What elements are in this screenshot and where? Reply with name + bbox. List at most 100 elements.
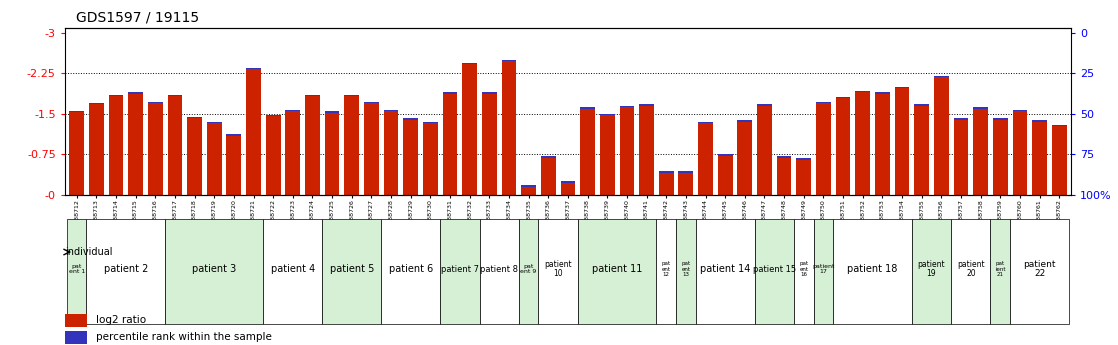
Bar [816, 102, 831, 195]
Bar [482, 92, 496, 195]
Bar [480, 219, 519, 324]
Bar [915, 104, 929, 106]
Bar [305, 95, 320, 96]
Bar [639, 104, 654, 195]
Bar [246, 68, 260, 195]
Bar [993, 118, 1007, 195]
Bar [738, 120, 752, 195]
Text: GDS1597 / 19115: GDS1597 / 19115 [76, 10, 199, 24]
Text: patient 15: patient 15 [752, 265, 796, 274]
Text: patient
19: patient 19 [918, 260, 946, 278]
Bar [108, 95, 123, 195]
Bar [794, 219, 814, 324]
Bar [738, 120, 752, 122]
Bar [165, 219, 264, 324]
Bar [502, 60, 517, 61]
Bar [993, 118, 1007, 120]
Bar [777, 156, 792, 158]
Text: patient 8: patient 8 [480, 265, 518, 274]
Bar [954, 118, 968, 195]
Bar [519, 219, 539, 324]
Text: patient 4: patient 4 [271, 264, 315, 274]
Bar [796, 158, 812, 160]
Text: patient 14: patient 14 [700, 264, 750, 274]
Bar [894, 87, 909, 88]
Bar [86, 219, 165, 324]
Bar [404, 118, 418, 195]
Text: individual: individual [65, 247, 113, 257]
Bar [67, 219, 86, 324]
Bar [404, 118, 418, 120]
Bar [757, 104, 771, 106]
Text: pat
ent 1: pat ent 1 [68, 264, 85, 274]
Bar [168, 95, 182, 195]
Bar [954, 118, 968, 120]
Bar [443, 92, 457, 195]
Bar [836, 97, 851, 98]
Bar [322, 219, 381, 324]
Bar [324, 111, 340, 112]
Bar [266, 115, 281, 195]
Bar [679, 171, 693, 195]
Text: patient 11: patient 11 [591, 264, 642, 274]
Text: pat
ent 9: pat ent 9 [521, 264, 537, 274]
Bar [639, 104, 654, 106]
Bar [207, 122, 221, 124]
Bar [539, 219, 578, 324]
Bar [991, 219, 1011, 324]
Bar [383, 110, 398, 195]
Bar [227, 135, 241, 195]
Bar [619, 106, 634, 195]
Bar [1032, 120, 1046, 195]
Bar [285, 110, 300, 195]
Bar [168, 95, 182, 96]
Bar [836, 97, 851, 195]
Bar [755, 219, 794, 324]
Text: percentile rank within the sample: percentile rank within the sample [96, 333, 272, 342]
Bar [580, 108, 595, 195]
Bar [344, 95, 359, 96]
Bar [1013, 110, 1027, 195]
Bar [383, 110, 398, 111]
Bar [207, 122, 221, 195]
Text: patient 2: patient 2 [104, 264, 148, 274]
Bar [676, 219, 695, 324]
Bar [148, 102, 162, 103]
Bar [560, 181, 576, 195]
Bar [600, 114, 615, 115]
Bar [974, 108, 988, 195]
Bar [264, 219, 322, 324]
Bar [659, 171, 673, 173]
Bar [89, 103, 104, 104]
Bar [324, 111, 340, 195]
Bar [974, 108, 988, 109]
Bar [423, 122, 438, 195]
Bar [698, 122, 713, 124]
Bar [875, 92, 890, 195]
Bar [187, 117, 202, 118]
Bar [381, 219, 440, 324]
Bar [934, 76, 949, 77]
Bar [578, 219, 656, 324]
Bar [934, 76, 949, 195]
Bar [423, 122, 438, 124]
Bar [695, 219, 755, 324]
Bar [757, 104, 771, 195]
Bar [816, 102, 831, 103]
Bar [1011, 219, 1069, 324]
Text: patient 7: patient 7 [440, 265, 479, 274]
Bar [894, 87, 909, 195]
Bar [443, 92, 457, 93]
Bar [541, 156, 556, 158]
Bar [285, 110, 300, 111]
Bar [580, 108, 595, 109]
Text: pat
ent
13: pat ent 13 [681, 261, 691, 277]
Bar [440, 219, 480, 324]
Bar [698, 122, 713, 195]
Bar [777, 156, 792, 195]
Bar [912, 219, 951, 324]
Bar [187, 117, 202, 195]
Bar [855, 91, 870, 195]
Bar [560, 181, 576, 184]
Bar [69, 111, 84, 195]
